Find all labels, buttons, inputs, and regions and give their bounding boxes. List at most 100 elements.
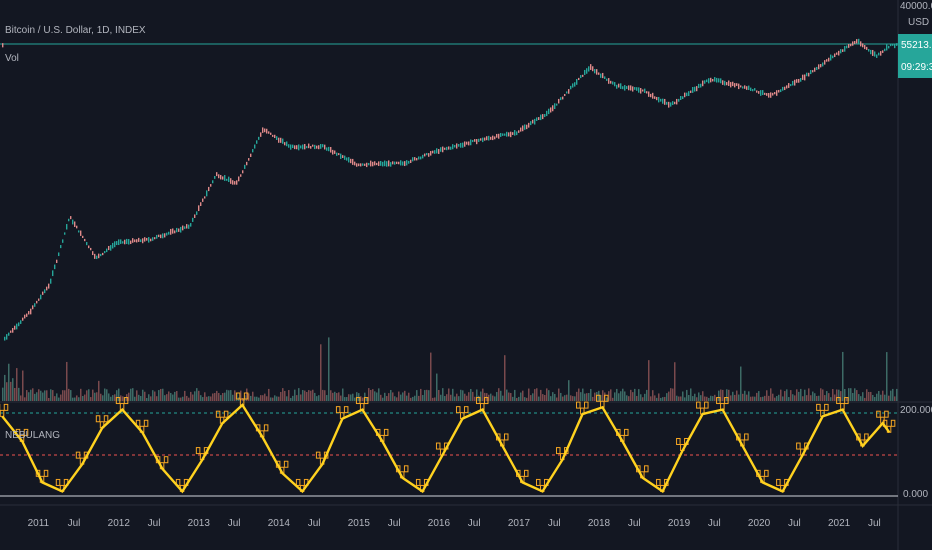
volume-bar bbox=[580, 392, 582, 401]
price-candle bbox=[582, 74, 584, 77]
price-candle bbox=[804, 74, 806, 81]
volume-bar bbox=[530, 395, 532, 401]
volume-bar bbox=[250, 395, 252, 401]
volume-bar bbox=[524, 397, 526, 401]
volume-bar bbox=[22, 370, 24, 401]
time-axis[interactable]: 2011 Jul 2012 Jul 2013 Jul 2014 Jul 2015 Jul 2016 J… bbox=[28, 518, 881, 529]
oscillator-marker bbox=[75, 451, 81, 459]
volume-bar bbox=[196, 388, 198, 401]
volume-bar bbox=[626, 395, 628, 401]
volume-bar bbox=[450, 394, 452, 401]
price-candle bbox=[386, 161, 388, 167]
volume-bar bbox=[214, 393, 216, 401]
price-candle bbox=[98, 253, 100, 259]
volume-bar bbox=[840, 391, 842, 401]
price-candle bbox=[300, 145, 302, 149]
volume-bar bbox=[374, 391, 376, 401]
price-candle bbox=[430, 151, 432, 156]
price-candle bbox=[578, 77, 580, 81]
volume-bar bbox=[82, 395, 84, 401]
volume-bar bbox=[586, 393, 588, 401]
price-candle bbox=[854, 41, 856, 45]
price-candle bbox=[206, 190, 208, 197]
price-candle bbox=[682, 96, 684, 99]
price-candle bbox=[504, 133, 506, 136]
price-candle bbox=[332, 149, 334, 155]
price-candle bbox=[482, 137, 484, 143]
price-candle bbox=[664, 98, 666, 105]
price-candle bbox=[460, 142, 462, 148]
price-candle bbox=[676, 98, 678, 105]
volume-bar bbox=[568, 380, 570, 401]
volume-bar bbox=[390, 389, 392, 401]
volume-bar bbox=[400, 394, 402, 401]
price-candle bbox=[146, 237, 148, 241]
volume-bar bbox=[610, 389, 612, 401]
price-candle bbox=[182, 225, 184, 231]
volume-bar bbox=[764, 395, 766, 401]
volume-bar bbox=[532, 393, 534, 401]
price-candle bbox=[266, 128, 268, 134]
price-candle bbox=[592, 66, 594, 72]
price-axis-currency[interactable]: USD bbox=[908, 17, 929, 28]
price-candle bbox=[614, 82, 616, 87]
volume-bar bbox=[12, 378, 14, 401]
volume-bar bbox=[8, 363, 10, 401]
price-candle bbox=[710, 77, 712, 83]
price-candle bbox=[110, 245, 112, 251]
price-candle bbox=[488, 135, 490, 141]
volume-bar bbox=[548, 390, 550, 401]
oscillator-marker bbox=[115, 397, 121, 405]
volume-bar bbox=[42, 392, 44, 401]
price-candle bbox=[704, 80, 706, 84]
price-candle bbox=[392, 161, 394, 165]
price-candle bbox=[242, 170, 244, 174]
volume-bar bbox=[864, 397, 866, 401]
time-axis-tick-label: Jul bbox=[388, 518, 401, 529]
price-candle bbox=[550, 107, 552, 113]
volume-bar bbox=[688, 395, 690, 401]
volume-label[interactable]: Vol bbox=[5, 53, 19, 64]
volume-bar bbox=[266, 396, 268, 401]
volume-bar bbox=[122, 396, 124, 401]
price-candle bbox=[856, 39, 858, 44]
price-candle bbox=[170, 228, 172, 235]
osc-axis-bottom-label: 0.000 bbox=[903, 489, 928, 500]
price-candle bbox=[200, 202, 202, 207]
price-candle bbox=[54, 264, 56, 270]
volume-bar bbox=[744, 390, 746, 401]
indicator-label[interactable]: NEBULANG bbox=[5, 430, 60, 441]
oscillator-marker bbox=[556, 447, 561, 455]
price-candle bbox=[744, 85, 746, 89]
price-candle bbox=[822, 62, 824, 67]
price-candle bbox=[302, 144, 304, 150]
volume-bar bbox=[786, 389, 788, 401]
volume-bar bbox=[466, 395, 468, 401]
price-candle bbox=[190, 223, 192, 227]
volume-bar bbox=[508, 392, 510, 401]
volume-bar bbox=[808, 388, 810, 401]
volume-bar bbox=[380, 394, 382, 401]
volume-bar bbox=[272, 397, 274, 401]
oscillator-marker bbox=[223, 410, 229, 418]
price-candle bbox=[580, 75, 582, 79]
price-candle bbox=[120, 239, 122, 244]
price-candle bbox=[68, 218, 70, 222]
price-candle bbox=[808, 72, 810, 77]
volume-bar bbox=[94, 392, 96, 401]
price-candle bbox=[486, 136, 488, 141]
price-candle bbox=[772, 92, 774, 96]
volume-bar bbox=[162, 388, 164, 401]
volume-bar bbox=[408, 392, 410, 401]
volume-bar bbox=[164, 395, 166, 401]
price-candle bbox=[760, 90, 762, 96]
volume-bar bbox=[324, 390, 326, 401]
volume-bar bbox=[176, 391, 178, 401]
price-candle bbox=[674, 101, 676, 105]
oscillator-marker bbox=[263, 424, 269, 432]
volume-bar bbox=[706, 396, 708, 401]
symbol-title[interactable]: Bitcoin / U.S. Dollar, 1D, INDEX bbox=[5, 25, 146, 36]
price-candle bbox=[150, 238, 152, 242]
volume-bar bbox=[300, 394, 302, 401]
